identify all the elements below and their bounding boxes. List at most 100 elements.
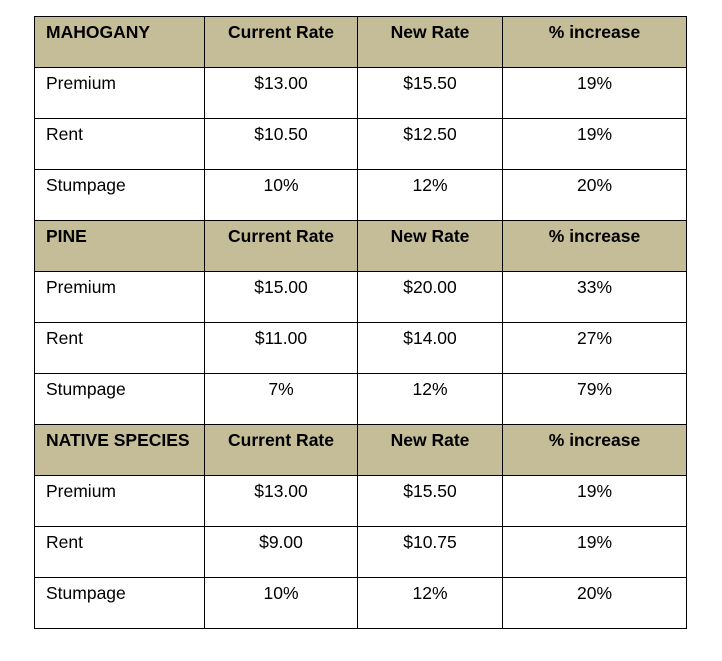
new-rate-value: $14.00 xyxy=(403,328,457,348)
row-label: Stumpage xyxy=(46,379,126,399)
increase-value: 20% xyxy=(576,583,613,603)
new-rate-cell: $12.50 xyxy=(357,118,503,170)
current-rate-cell: $11.00 xyxy=(204,322,358,374)
row-label: Stumpage xyxy=(46,175,126,195)
rates-table: MAHOGANY Current Rate New Rate % increas… xyxy=(34,16,687,629)
current-rate-cell: 10% xyxy=(204,169,358,221)
current-rate-header: Current Rate xyxy=(228,22,334,42)
row-label: Stumpage xyxy=(46,583,126,603)
table-row: Rent $9.00 $10.75 19% xyxy=(34,526,687,578)
increase-value: 20% xyxy=(576,175,613,195)
row-label-cell: Rent xyxy=(34,526,205,578)
new-rate-cell: 12% xyxy=(357,373,503,425)
row-label-cell: Rent xyxy=(34,118,205,170)
current-rate-header: Current Rate xyxy=(228,226,334,246)
increase-cell: 19% xyxy=(502,475,687,527)
current-rate-header: Current Rate xyxy=(228,430,334,450)
table-row: Stumpage 7% 12% 79% xyxy=(34,373,687,425)
new-rate-cell: $20.00 xyxy=(357,271,503,323)
current-rate-header-cell: Current Rate xyxy=(204,16,358,68)
current-rate-value: $13.00 xyxy=(254,481,308,501)
current-rate-cell: 7% xyxy=(204,373,358,425)
new-rate-header-cell: New Rate xyxy=(357,424,503,476)
row-label-cell: Premium xyxy=(34,67,205,119)
increase-cell: 19% xyxy=(502,67,687,119)
increase-value: 33% xyxy=(576,277,613,297)
current-rate-header-cell: Current Rate xyxy=(204,424,358,476)
new-rate-cell: 12% xyxy=(357,577,503,629)
table-row: Premium $13.00 $15.50 19% xyxy=(34,475,687,527)
increase-value: 19% xyxy=(576,481,613,501)
current-rate-value: $15.00 xyxy=(254,277,308,297)
table-row: Premium $13.00 $15.50 19% xyxy=(34,67,687,119)
table-row: Stumpage 10% 12% 20% xyxy=(34,169,687,221)
section-name-cell: PINE xyxy=(34,220,205,272)
new-rate-cell: $14.00 xyxy=(357,322,503,374)
section-name-cell: NATIVE SPECIES xyxy=(34,424,205,476)
new-rate-cell: $15.50 xyxy=(357,475,503,527)
table-row: Rent $11.00 $14.00 27% xyxy=(34,322,687,374)
row-label-cell: Stumpage xyxy=(34,373,205,425)
new-rate-value: 12% xyxy=(412,379,448,399)
new-rate-value: $10.75 xyxy=(403,532,457,552)
increase-header: % increase xyxy=(548,430,641,450)
new-rate-value: $20.00 xyxy=(403,277,457,297)
increase-header-cell: % increase xyxy=(502,220,687,272)
increase-header-cell: % increase xyxy=(502,424,687,476)
section-name-cell: MAHOGANY xyxy=(34,16,205,68)
increase-value: 27% xyxy=(576,328,613,348)
row-label: Rent xyxy=(46,328,83,348)
current-rate-value: $11.00 xyxy=(254,328,308,348)
row-label-cell: Stumpage xyxy=(34,577,205,629)
increase-cell: 33% xyxy=(502,271,687,323)
increase-cell: 19% xyxy=(502,526,687,578)
table-row: Stumpage 10% 12% 20% xyxy=(34,577,687,629)
increase-header: % increase xyxy=(548,226,641,246)
section-name: NATIVE SPECIES xyxy=(46,430,190,450)
section-header-row: MAHOGANY Current Rate New Rate % increas… xyxy=(34,16,687,68)
increase-header: % increase xyxy=(548,22,641,42)
increase-value: 19% xyxy=(576,124,613,144)
current-rate-cell: $13.00 xyxy=(204,67,358,119)
new-rate-value: $15.50 xyxy=(403,73,457,93)
current-rate-value: $9.00 xyxy=(259,532,303,552)
increase-value: 19% xyxy=(576,532,613,552)
section-name: PINE xyxy=(46,226,87,246)
current-rate-value: 7% xyxy=(268,379,294,399)
new-rate-header-cell: New Rate xyxy=(357,16,503,68)
current-rate-cell: $13.00 xyxy=(204,475,358,527)
new-rate-header: New Rate xyxy=(390,430,470,450)
row-label: Premium xyxy=(46,277,117,297)
new-rate-cell: 12% xyxy=(357,169,503,221)
row-label: Rent xyxy=(46,532,83,552)
row-label-cell: Rent xyxy=(34,322,205,374)
current-rate-value: $13.00 xyxy=(254,73,308,93)
increase-cell: 19% xyxy=(502,118,687,170)
row-label: Rent xyxy=(46,124,83,144)
current-rate-cell: $10.50 xyxy=(204,118,358,170)
new-rate-header: New Rate xyxy=(390,22,470,42)
current-rate-value: 10% xyxy=(263,583,299,603)
new-rate-header: New Rate xyxy=(390,226,470,246)
current-rate-cell: $15.00 xyxy=(204,271,358,323)
current-rate-value: $10.50 xyxy=(254,124,308,144)
increase-header-cell: % increase xyxy=(502,16,687,68)
new-rate-cell: $15.50 xyxy=(357,67,503,119)
new-rate-cell: $10.75 xyxy=(357,526,503,578)
increase-value: 19% xyxy=(576,73,613,93)
new-rate-header-cell: New Rate xyxy=(357,220,503,272)
new-rate-value: 12% xyxy=(412,583,448,603)
increase-cell: 20% xyxy=(502,169,687,221)
table-row: Premium $15.00 $20.00 33% xyxy=(34,271,687,323)
current-rate-cell: 10% xyxy=(204,577,358,629)
section-header-row: NATIVE SPECIES Current Rate New Rate % i… xyxy=(34,424,687,476)
table-row: Rent $10.50 $12.50 19% xyxy=(34,118,687,170)
row-label-cell: Premium xyxy=(34,271,205,323)
current-rate-header-cell: Current Rate xyxy=(204,220,358,272)
section-name: MAHOGANY xyxy=(46,22,151,42)
increase-cell: 79% xyxy=(502,373,687,425)
new-rate-value: 12% xyxy=(412,175,448,195)
increase-value: 79% xyxy=(576,379,613,399)
increase-cell: 27% xyxy=(502,322,687,374)
row-label-cell: Stumpage xyxy=(34,169,205,221)
